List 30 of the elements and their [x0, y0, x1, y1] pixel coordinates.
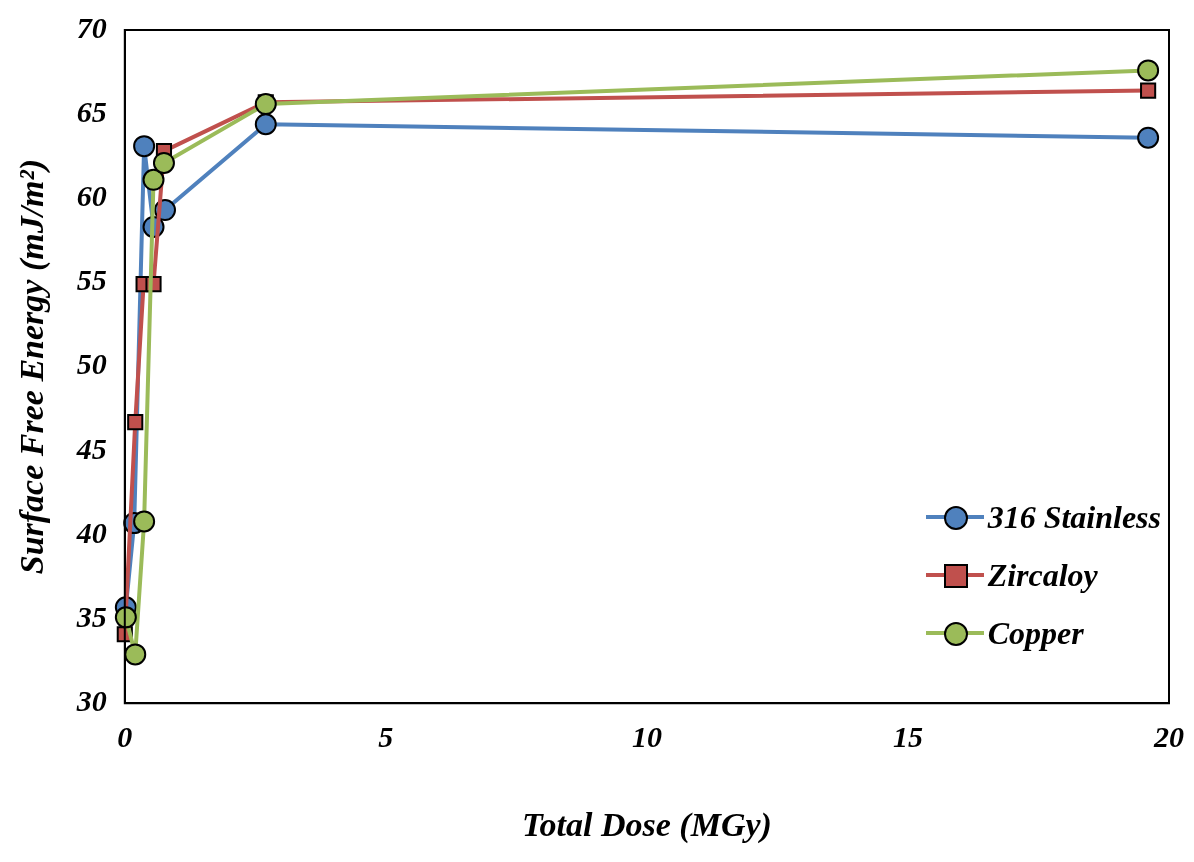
y-tick-label: 35 [75, 599, 107, 633]
x-axis-title: Total Dose (MGy) [521, 806, 772, 845]
x-tick-label: 0 [117, 719, 133, 753]
y-tick-label: 60 [76, 179, 107, 213]
y-tick-label: 65 [76, 94, 107, 128]
point [1137, 126, 1160, 149]
point [254, 113, 277, 136]
point [133, 510, 156, 533]
point [1137, 59, 1160, 82]
x-tick-label: 10 [631, 719, 662, 753]
y-tick-label: 40 [75, 515, 107, 549]
y-tick-label: 45 [75, 431, 107, 465]
y-tick-label: 30 [75, 683, 107, 717]
x-tick-label: 15 [892, 719, 923, 753]
point [127, 414, 144, 431]
y-tick-label: 55 [76, 263, 107, 297]
legend-label: 316 Stainless [987, 498, 1161, 536]
point [133, 135, 156, 158]
legend-label: Zircaloy [987, 556, 1098, 594]
point [152, 151, 175, 174]
y-axis-title: Surface Free Energy (mJ/m²) [13, 158, 52, 575]
point [124, 643, 147, 666]
point [142, 168, 165, 191]
point [1140, 82, 1157, 99]
y-tick-label: 70 [76, 10, 107, 44]
x-tick-label: 5 [378, 719, 394, 753]
y-tick-label: 50 [76, 347, 107, 381]
x-tick-label: 20 [1153, 719, 1184, 753]
point [254, 93, 277, 116]
legend-label: Copper [987, 614, 1084, 652]
